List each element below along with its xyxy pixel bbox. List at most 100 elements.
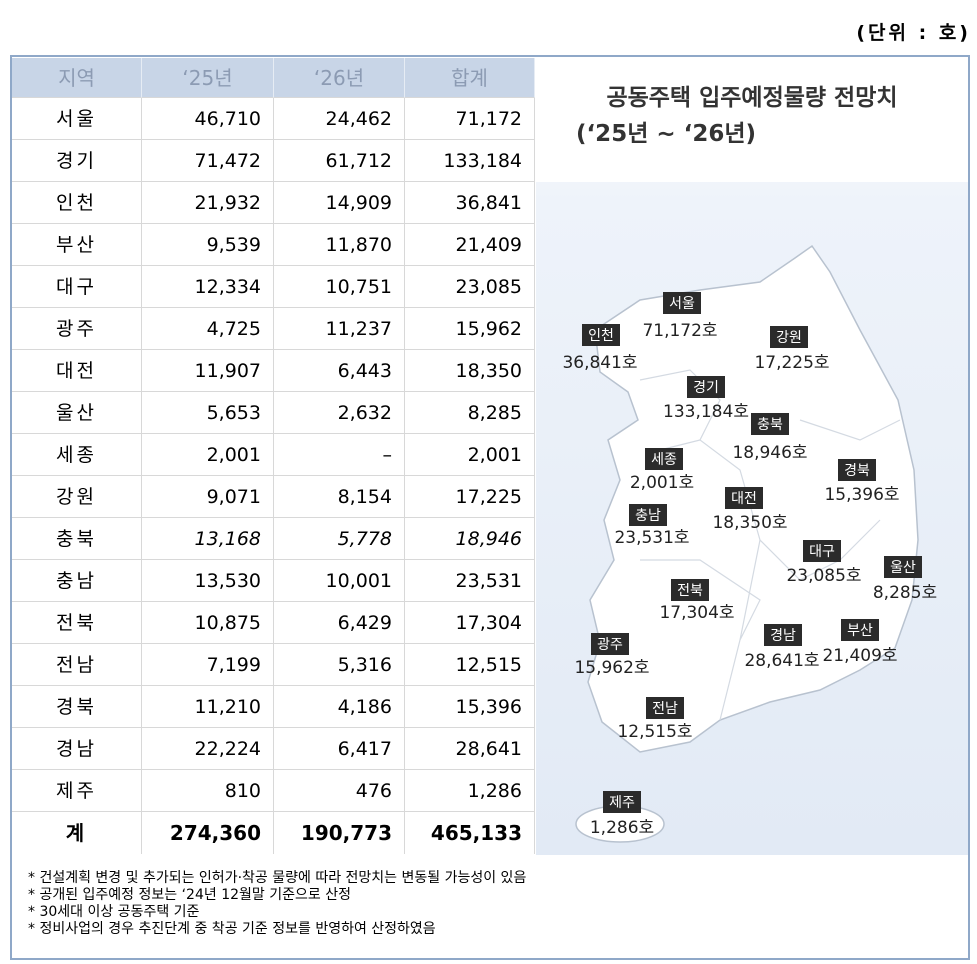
table-cell: 충북 — [12, 518, 142, 560]
region-value: 23,531호 — [614, 528, 689, 548]
label-box — [671, 579, 709, 601]
table-cell: 제주 — [12, 770, 142, 812]
title-area — [536, 57, 968, 182]
label-box — [841, 619, 879, 641]
table-cell: 울산 — [12, 392, 142, 434]
region-value: 8,285호 — [873, 583, 937, 603]
region-value: 18,350호 — [712, 513, 787, 533]
label-box — [803, 540, 841, 562]
table-cell: 10,751 — [274, 266, 405, 308]
table-cell: 충남 — [12, 560, 142, 602]
table-cell: 광주 — [12, 308, 142, 350]
table-cell: 경북 — [12, 686, 142, 728]
label-box — [591, 633, 629, 655]
label-box — [663, 292, 701, 314]
region-value: 17,225호 — [754, 353, 829, 373]
table-cell: 13,530 — [142, 560, 274, 602]
table-cell: 476 — [274, 770, 405, 812]
label-box — [884, 556, 922, 578]
table-cell: 6,429 — [274, 602, 405, 644]
region-value: 28,641호 — [744, 651, 819, 671]
note: * 정비사업의 경우 추진단계 중 착공 기준 정보를 반영하여 산정하였음 — [28, 921, 436, 937]
map-subtitle: (‘25년 ~ ‘26년) — [576, 121, 756, 147]
table-cell: 36,841 — [405, 182, 535, 224]
table-cell: 190,773 — [274, 812, 405, 854]
table-cell: 서울 — [12, 98, 142, 140]
table-cell: 9,071 — [142, 476, 274, 518]
table-cell: 18,350 — [405, 350, 535, 392]
table-cell: 지역 — [12, 58, 142, 98]
table-cell: 8,285 — [405, 392, 535, 434]
table-cell: 22,224 — [142, 728, 274, 770]
table-cell: 강원 — [12, 476, 142, 518]
region-name: 전남 — [652, 701, 678, 717]
label-box — [582, 324, 620, 346]
label-box — [725, 487, 763, 509]
region-value: 133,184호 — [663, 402, 749, 422]
label-box — [764, 624, 802, 646]
table-cell: 7,199 — [142, 644, 274, 686]
table-cell: 경기 — [12, 140, 142, 182]
table-cell: 465,133 — [405, 812, 535, 854]
region-value: 15,396호 — [824, 485, 899, 505]
region-borders — [639, 369, 901, 721]
region-name: 강원 — [776, 330, 802, 346]
table-cell: 4,186 — [274, 686, 405, 728]
table-cell: 10,001 — [274, 560, 405, 602]
table-cell: 23,085 — [405, 266, 535, 308]
table-cell: 12,334 — [142, 266, 274, 308]
table-cell: 전북 — [12, 602, 142, 644]
region-name: 서울 — [669, 296, 695, 312]
map-title: 공동주택 입주예정물량 전망치 — [606, 85, 897, 111]
label-box — [687, 376, 725, 398]
region-name: 경북 — [844, 463, 870, 479]
frame — [10, 55, 970, 960]
table-cell: 1,286 — [405, 770, 535, 812]
table-cell: – — [274, 434, 405, 476]
table-cell: 인천 — [12, 182, 142, 224]
notes: * 건설계획 변경 및 추가되는 인허가·착공 물량에 따라 전망치는 변동될 … — [28, 870, 526, 938]
table-cell: 274,360 — [142, 812, 274, 854]
table-cell: 46,710 — [142, 98, 274, 140]
table-cell: 17,225 — [405, 476, 535, 518]
table-cell: 계 — [12, 812, 142, 854]
note: * 30세대 이상 공동주택 기준 — [28, 904, 200, 920]
table-cell: 부산 — [12, 224, 142, 266]
table-cell: 15,396 — [405, 686, 535, 728]
unit-label: (단위 : 호) — [856, 22, 971, 44]
region-value: 2,001호 — [630, 473, 694, 493]
table-cell: 23,531 — [405, 560, 535, 602]
table-cell: 14,909 — [274, 182, 405, 224]
region-value: 1,286호 — [590, 818, 654, 838]
table-cell: 8,154 — [274, 476, 405, 518]
region-name: 울산 — [890, 560, 916, 576]
table-cell: 대전 — [12, 350, 142, 392]
map: 공동주택 입주예정물량 전망치 (‘25년 ~ ‘26년) 서울 71,172호 인… — [536, 57, 968, 855]
table-cell: 5,778 — [274, 518, 405, 560]
region-name: 전북 — [677, 583, 703, 599]
table-cell: 13,168 — [142, 518, 274, 560]
region-value: 36,841호 — [562, 353, 637, 373]
label-box — [603, 791, 641, 813]
region-name: 부산 — [847, 623, 873, 639]
table-cell: 21,409 — [405, 224, 535, 266]
region-name: 충북 — [757, 417, 783, 433]
label-box — [838, 459, 876, 481]
note: * 공개된 입주예정 정보는 ‘24년 12월말 기준으로 산정 — [28, 887, 351, 903]
table-cell: 2,001 — [405, 434, 535, 476]
table-cell: 합계 — [405, 58, 535, 98]
table-cell: 810 — [142, 770, 274, 812]
table-cell: 경남 — [12, 728, 142, 770]
region-name: 경남 — [770, 628, 796, 644]
table-cell: ‘25년 — [142, 58, 274, 98]
region-name: 광주 — [597, 637, 623, 653]
table-cell: 6,443 — [274, 350, 405, 392]
table-cell: 18,946 — [405, 518, 535, 560]
table-cell: 4,725 — [142, 308, 274, 350]
table-cell: 6,417 — [274, 728, 405, 770]
table-cell: 대구 — [12, 266, 142, 308]
table-cell: 21,932 — [142, 182, 274, 224]
table-cell: 9,539 — [142, 224, 274, 266]
table-cell: 11,210 — [142, 686, 274, 728]
